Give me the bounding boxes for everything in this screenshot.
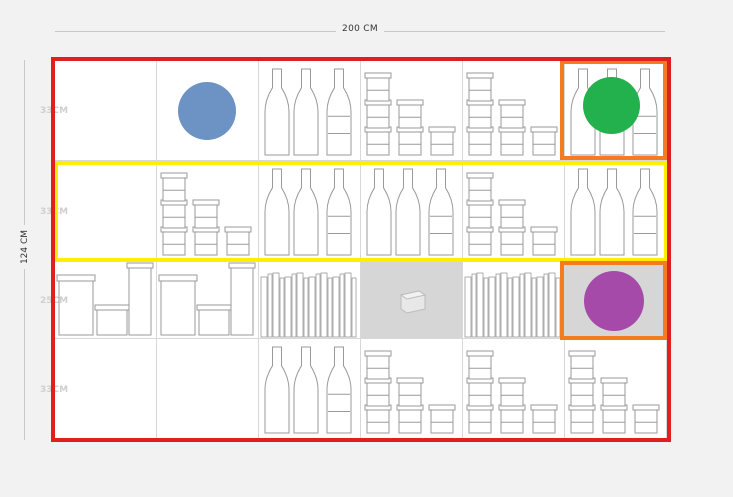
empty-illustration	[157, 339, 259, 439]
empty-illustration	[55, 61, 157, 161]
row-height-label: 33CM	[40, 106, 69, 116]
shelf-cell-empty[interactable]	[157, 61, 259, 161]
bottles-illustration	[264, 168, 352, 256]
jars-illustration	[364, 350, 456, 434]
shelf-cell-canisters[interactable]	[157, 261, 259, 339]
books-illustration	[464, 272, 561, 338]
shelf-cell-bottles[interactable]	[565, 161, 667, 261]
row-height-label: 33CM	[40, 385, 69, 395]
shelf-cell-jars[interactable]	[361, 61, 463, 161]
shelving-unit	[55, 61, 667, 439]
box-illustration	[399, 290, 427, 314]
width-dimension: 200 CM	[55, 24, 665, 38]
shelf-cell-jars[interactable]	[463, 161, 565, 261]
shelf-cell-empty[interactable]	[55, 161, 157, 261]
bottles-illustration	[366, 168, 454, 256]
canisters-illustration	[158, 262, 256, 336]
empty-illustration	[55, 339, 157, 439]
shelf-cell-bottles[interactable]	[361, 161, 463, 261]
shelf-cell-books[interactable]	[463, 261, 565, 339]
shelf-cell-books[interactable]	[259, 261, 361, 339]
row-height-label: 33CM	[40, 207, 69, 217]
row-height-label: 25CM	[40, 296, 69, 306]
bottles-illustration	[264, 68, 352, 156]
shelf-cell-bottles[interactable]	[259, 339, 361, 439]
shelf-cell-empty[interactable]	[55, 339, 157, 439]
shelf-cell-jars[interactable]	[463, 61, 565, 161]
width-label: 200 CM	[336, 24, 384, 34]
jars-illustration	[364, 72, 456, 156]
bottles-illustration	[264, 346, 352, 434]
canisters-illustration	[56, 262, 154, 336]
bottles-illustration	[570, 168, 658, 256]
height-label: 124 CM	[20, 225, 30, 269]
shelf-cell-empty[interactable]	[157, 339, 259, 439]
shelf-cell-jars[interactable]	[463, 339, 565, 439]
jars-illustration	[160, 172, 252, 256]
shelf-cell-jars[interactable]	[157, 161, 259, 261]
shelf-cell-jars[interactable]	[565, 339, 667, 439]
books-illustration	[260, 272, 357, 338]
shelf-cell-canisters[interactable]	[55, 261, 157, 339]
jars-illustration	[466, 172, 558, 256]
shelf-cell-bottles[interactable]	[259, 161, 361, 261]
jars-illustration	[568, 350, 660, 434]
shelf-cell-empty[interactable]	[55, 61, 157, 161]
jars-illustration	[466, 350, 558, 434]
green-marker[interactable]	[583, 77, 640, 134]
purple-marker[interactable]	[584, 271, 644, 331]
shelf-cell-bottles[interactable]	[259, 61, 361, 161]
empty-illustration	[55, 161, 157, 261]
shelf-cell-jars[interactable]	[361, 339, 463, 439]
blue-marker[interactable]	[178, 82, 236, 140]
jars-illustration	[466, 72, 558, 156]
shelf-cell-box[interactable]	[361, 261, 463, 339]
